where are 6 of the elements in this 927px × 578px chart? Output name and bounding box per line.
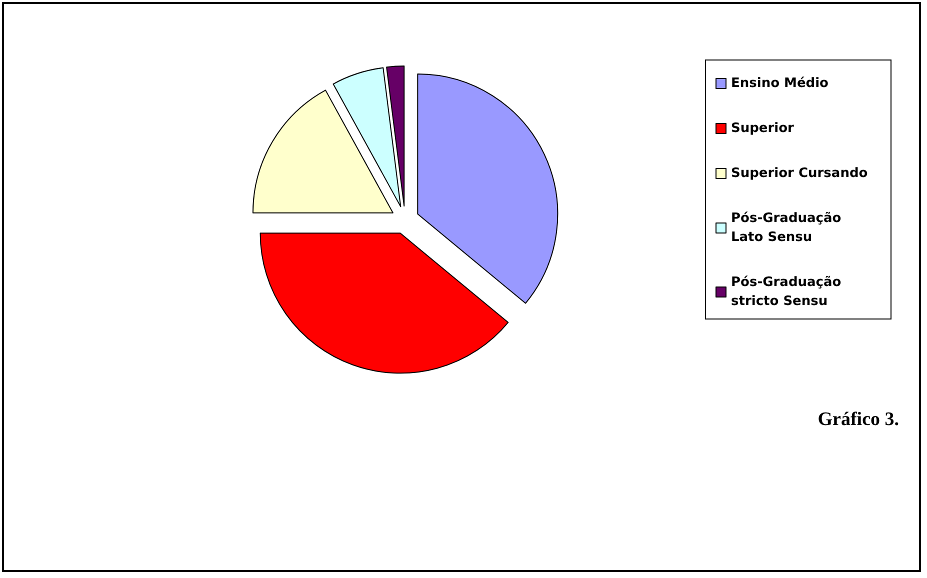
legend-label: Pós-Graduação Lato Sensu	[731, 211, 846, 245]
legend-label: Superior Cursando	[731, 166, 868, 181]
legend-label: Pós-Graduação stricto Sensu	[731, 275, 846, 309]
legend-label: Ensino Médio	[731, 76, 829, 91]
text: Gráfico 3.	[818, 409, 900, 430]
legend-label: Superior	[731, 121, 795, 136]
